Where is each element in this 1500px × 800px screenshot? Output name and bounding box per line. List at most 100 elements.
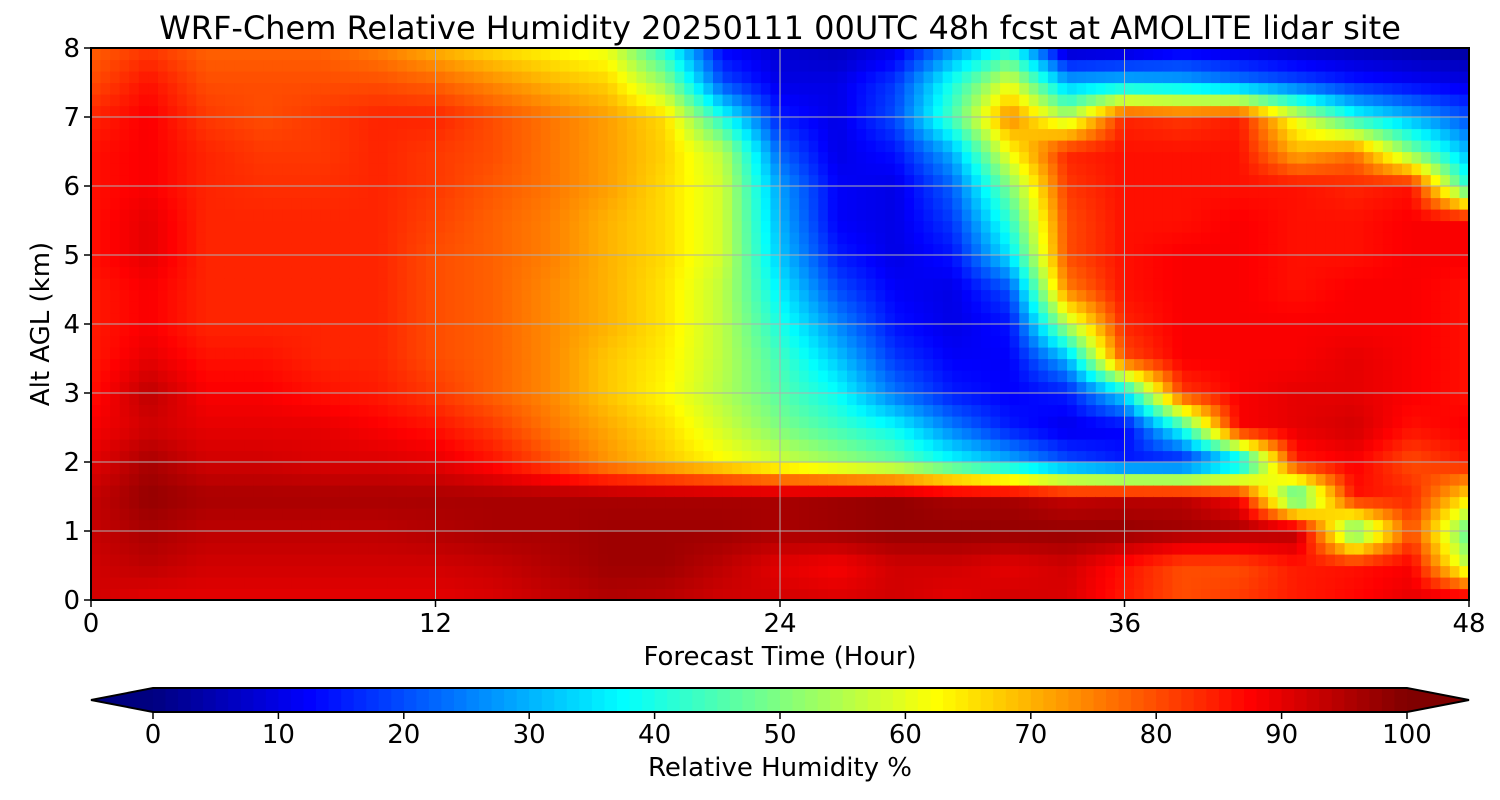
heatmap-cell <box>789 393 800 406</box>
heatmap-cell <box>129 531 140 544</box>
heatmap-cell <box>808 565 819 578</box>
heatmap-cell <box>157 266 169 279</box>
heatmap-cell <box>445 71 456 84</box>
heatmap-cell <box>330 496 341 509</box>
heatmap-cell <box>703 151 714 164</box>
heatmap-cell <box>358 278 370 291</box>
heatmap-cell <box>818 186 829 199</box>
heatmap-cell <box>923 151 934 164</box>
heatmap-cell <box>1028 105 1039 118</box>
heatmap-cell <box>559 542 571 555</box>
heatmap-cell <box>607 450 618 463</box>
heatmap-cell <box>856 117 867 130</box>
heatmap-cell <box>502 462 513 475</box>
heatmap-cell <box>808 312 819 325</box>
heatmap-cell <box>703 381 714 394</box>
heatmap-cell <box>464 324 475 337</box>
heatmap-cell <box>100 358 111 371</box>
heatmap-cell <box>540 531 551 544</box>
heatmap-cell <box>110 71 121 84</box>
heatmap-cell <box>205 312 216 325</box>
heatmap-cell <box>1038 358 1049 371</box>
heatmap-cell <box>416 519 427 532</box>
heatmap-cell <box>311 508 322 521</box>
heatmap-cell <box>741 565 752 578</box>
heatmap-cell <box>378 450 389 463</box>
heatmap-cell <box>760 186 772 199</box>
heatmap-cell <box>579 232 590 245</box>
heatmap-cell <box>646 255 657 268</box>
heatmap-cell <box>387 186 398 199</box>
heatmap-cell <box>569 347 580 360</box>
heatmap-cell <box>148 151 159 164</box>
heatmap-cell <box>1019 71 1030 84</box>
heatmap-cell <box>713 588 724 601</box>
heatmap-cell <box>406 209 417 222</box>
heatmap-cell <box>636 519 647 532</box>
heatmap-cell <box>894 197 905 210</box>
heatmap-cell <box>846 519 858 532</box>
heatmap-cell <box>445 301 456 314</box>
heatmap-cell <box>760 577 772 590</box>
heatmap-cell <box>894 450 905 463</box>
heatmap-cell <box>531 381 542 394</box>
heatmap-cell <box>751 220 762 233</box>
heatmap-cell <box>617 370 628 383</box>
heatmap-cell <box>473 404 484 417</box>
heatmap-cell <box>358 128 370 141</box>
heatmap-cell <box>186 197 197 210</box>
heatmap-cell <box>464 266 475 279</box>
heatmap-cell <box>846 243 858 256</box>
heatmap-cell <box>780 531 791 544</box>
heatmap-cell <box>464 335 475 348</box>
heatmap-cell <box>713 485 724 498</box>
heatmap-cell <box>330 255 341 268</box>
heatmap-cell <box>540 485 551 498</box>
heatmap-cell <box>952 519 963 532</box>
heatmap-cell <box>894 554 905 567</box>
heatmap-cell <box>799 59 810 72</box>
heatmap-cell <box>665 48 676 61</box>
heatmap-cell <box>464 496 475 509</box>
heatmap-cell <box>703 174 714 187</box>
heatmap-cell <box>177 209 188 222</box>
heatmap-cell <box>856 220 867 233</box>
heatmap-cell <box>732 186 743 199</box>
heatmap-cell <box>550 243 561 256</box>
heatmap-cell <box>464 105 475 118</box>
heatmap-cell <box>1009 508 1020 521</box>
heatmap-cell <box>272 358 283 371</box>
heatmap-cell <box>205 462 216 475</box>
heatmap-cell <box>741 117 752 130</box>
heatmap-cell <box>636 347 647 360</box>
heatmap-cell <box>91 301 102 314</box>
heatmap-cell <box>167 151 178 164</box>
heatmap-cell <box>588 289 599 302</box>
heatmap-cell <box>483 301 494 314</box>
heatmap-cell <box>626 94 638 107</box>
heatmap-cell <box>856 301 867 314</box>
heatmap-cell <box>856 278 867 291</box>
heatmap-cell <box>110 577 121 590</box>
heatmap-cell <box>110 117 121 130</box>
heatmap-cell <box>866 151 877 164</box>
heatmap-cell <box>100 416 111 429</box>
heatmap-cell <box>713 266 724 279</box>
heatmap-cell <box>167 347 178 360</box>
heatmap-cell <box>885 301 896 314</box>
heatmap-cell <box>636 163 647 176</box>
heatmap-cell <box>1019 416 1030 429</box>
heatmap-cell <box>291 232 303 245</box>
heatmap-cell <box>492 473 504 486</box>
heatmap-cell <box>368 462 379 475</box>
heatmap-cell <box>435 243 446 256</box>
heatmap-cell <box>961 496 972 509</box>
heatmap-cell <box>1038 347 1049 360</box>
heatmap-cell <box>119 508 130 521</box>
heatmap-cell <box>148 197 159 210</box>
heatmap-cell <box>177 404 188 417</box>
heatmap-cell <box>339 48 350 61</box>
heatmap-cell <box>990 289 1001 302</box>
heatmap-cell <box>473 554 484 567</box>
heatmap-cell <box>291 220 303 233</box>
